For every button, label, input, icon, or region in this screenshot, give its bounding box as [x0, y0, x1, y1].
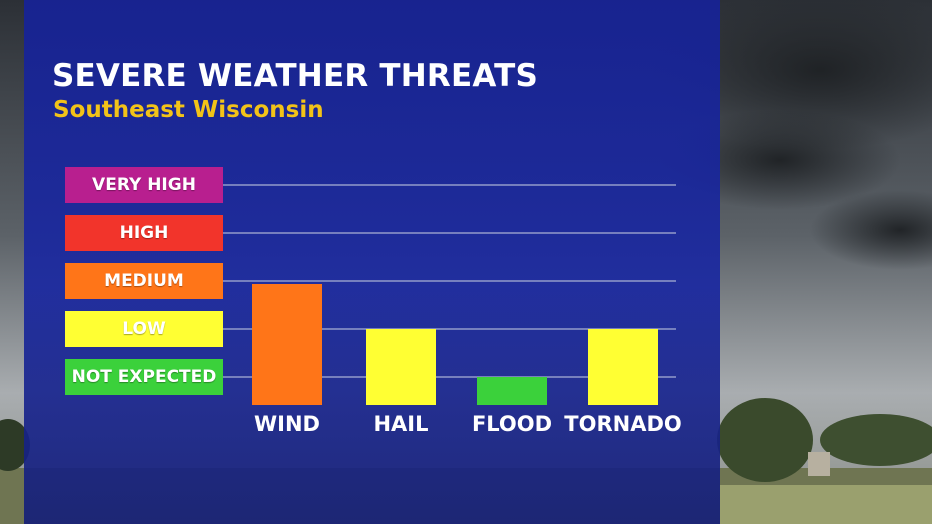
bar-hail: [366, 329, 436, 405]
chart-subtitle: Southeast Wisconsin: [53, 97, 324, 123]
category-label-wind: WIND: [254, 412, 320, 436]
chart-title: SEVERE WEATHER THREATS: [52, 58, 538, 94]
category-label-tornado: TORNADO: [564, 412, 682, 436]
level-not-expected: NOT EXPECTED: [65, 359, 223, 395]
bar-tornado: [588, 329, 658, 405]
level-very-high: VERY HIGH: [65, 167, 223, 203]
graphic-panel: [24, 0, 720, 524]
level-high: HIGH: [65, 215, 223, 251]
bar-flood: [477, 377, 547, 405]
bar-wind: [252, 284, 322, 405]
category-label-flood: FLOOD: [471, 412, 553, 436]
level-medium: MEDIUM: [65, 263, 223, 299]
category-label-hail: HAIL: [373, 412, 429, 436]
level-low: LOW: [65, 311, 223, 347]
